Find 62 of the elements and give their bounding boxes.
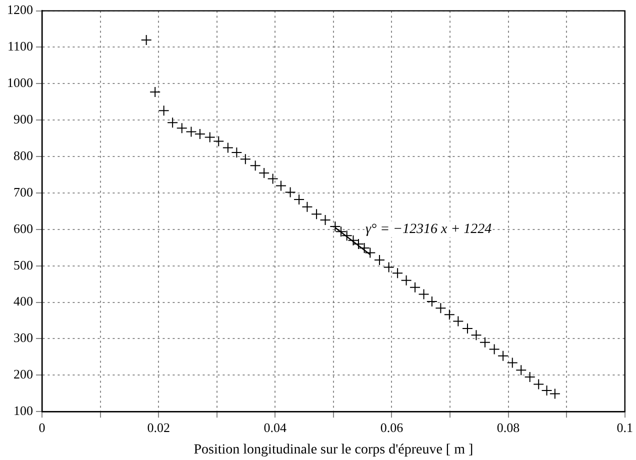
point [176, 122, 188, 134]
point [506, 357, 518, 368]
point [258, 167, 270, 178]
point [284, 186, 296, 198]
x-tick-label: 0.08 [496, 420, 520, 435]
point [488, 344, 500, 355]
point [150, 86, 161, 98]
point [194, 128, 206, 140]
x-tick-label: 0 [38, 420, 46, 435]
y-tick-label: 1000 [7, 75, 33, 90]
y-tick-label: 900 [14, 112, 33, 127]
x-tick-label: 0.02 [147, 420, 170, 435]
point [167, 117, 178, 128]
point [222, 142, 234, 154]
x-tick-label: 0.06 [380, 420, 404, 435]
y-tick-label: 100 [14, 403, 33, 418]
point [410, 282, 421, 293]
point [294, 194, 305, 206]
x-tick-label: 0.1 [616, 420, 633, 435]
point [533, 378, 544, 390]
annotation: γ° = −12316 x + 1224 [365, 222, 492, 237]
point [275, 180, 286, 192]
point [231, 147, 242, 158]
point [140, 34, 152, 46]
point [320, 214, 331, 226]
point [392, 268, 404, 279]
point [400, 274, 412, 286]
y-tick-label: 400 [14, 294, 33, 309]
point [204, 132, 216, 143]
y-tick-label: 300 [14, 330, 33, 346]
point [383, 262, 394, 273]
point [418, 288, 430, 300]
y-tick-label: 800 [14, 148, 33, 163]
y-tick-label: 500 [14, 257, 33, 272]
point [426, 296, 438, 308]
x-axis-title: Position longitudinale sur le corps d'épreuve [ m ] [194, 442, 474, 458]
y-tick-label: 200 [14, 366, 33, 382]
point [240, 154, 251, 165]
point [462, 323, 473, 334]
point [311, 208, 322, 220]
y-tick-label: 1100 [7, 38, 33, 54]
point [186, 126, 197, 138]
point [470, 330, 482, 341]
point [302, 201, 313, 212]
point [524, 371, 536, 382]
y-tick-label: 1200 [7, 2, 33, 18]
point [374, 254, 385, 266]
point [213, 136, 224, 147]
point [435, 302, 446, 314]
point [541, 384, 552, 396]
point [250, 160, 261, 172]
point [479, 336, 490, 348]
y-tick-label: 700 [14, 184, 33, 200]
point [452, 316, 464, 327]
x-tick-label: 0.04 [264, 420, 288, 435]
point [498, 350, 509, 362]
y-tick-label: 600 [14, 220, 33, 236]
point [516, 364, 527, 376]
point [158, 105, 170, 116]
point [549, 388, 560, 400]
point [267, 173, 278, 184]
point [444, 309, 455, 320]
